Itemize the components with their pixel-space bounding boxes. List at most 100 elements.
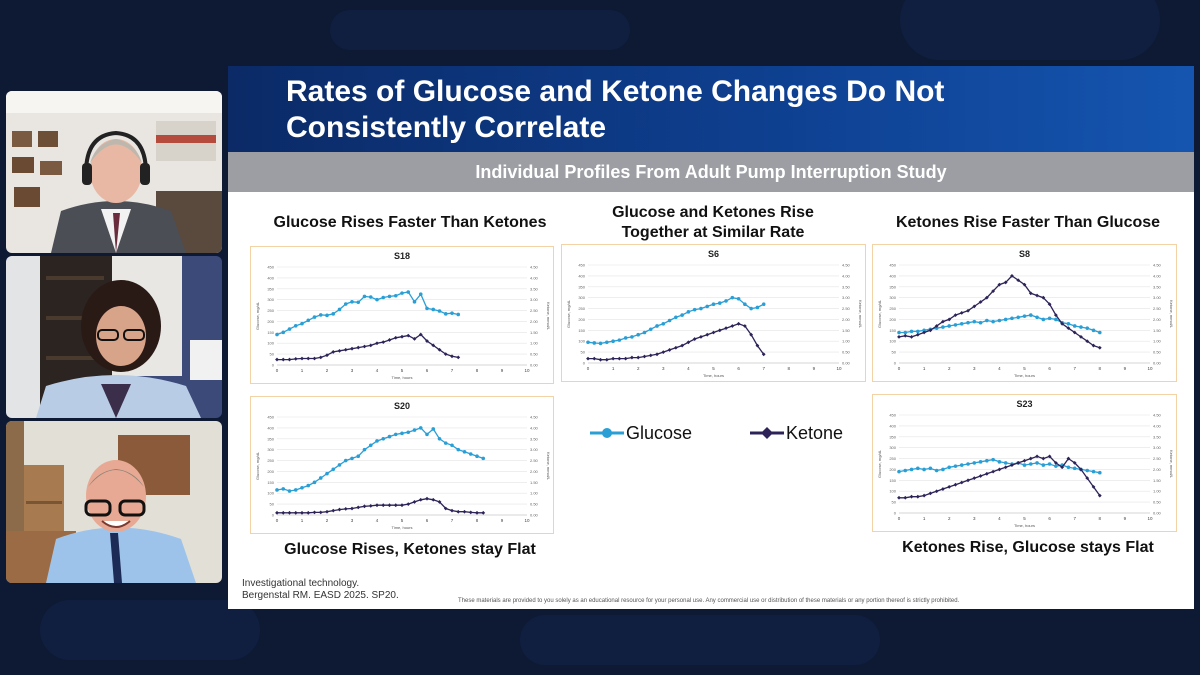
y2-axis-label: Ketone, mmol/L	[1169, 300, 1174, 329]
participant-video-1[interactable]	[6, 91, 222, 253]
ketone-point	[318, 510, 323, 515]
ketone-point	[350, 506, 354, 511]
ketone-point	[1053, 313, 1058, 317]
background-shape	[900, 0, 1160, 60]
glucose-point	[959, 322, 964, 326]
glucose-point	[761, 302, 766, 306]
glucose-point	[400, 291, 404, 295]
glucose-point	[437, 436, 442, 441]
ketone-point	[915, 494, 920, 499]
glucose-point	[1047, 316, 1052, 321]
ketone-point	[717, 328, 722, 333]
ketone-point	[673, 345, 678, 350]
x-tick-label: 7	[762, 366, 765, 371]
background-shape	[520, 615, 880, 665]
ketone-point	[362, 504, 367, 509]
y-tick-label: 100	[889, 339, 896, 344]
footer-line-1: Investigational technology.	[242, 578, 360, 589]
y2-tick-label: 4.50	[1153, 413, 1162, 418]
glucose-point	[481, 456, 486, 461]
ketone-point	[730, 324, 735, 328]
ketone-point	[1041, 456, 1046, 461]
ketone-point	[941, 319, 945, 324]
y-tick-label: 150	[578, 328, 585, 333]
participant-2-image	[6, 256, 222, 418]
x-axis-label: Time, hours	[392, 375, 413, 380]
ketone-line	[277, 333, 459, 361]
participant-video-2[interactable]	[6, 256, 222, 418]
ketone-point	[356, 345, 361, 350]
glucose-point	[953, 464, 958, 468]
ketone-point	[293, 357, 298, 361]
y2-tick-label: 0.50	[1153, 350, 1162, 355]
legend-ketone-marker	[750, 427, 784, 439]
y-tick-label: 400	[889, 423, 896, 428]
ketone-point	[997, 467, 1002, 472]
ketone-point	[300, 510, 304, 515]
ketone-point	[934, 324, 939, 328]
x-tick-label: 8	[788, 366, 791, 371]
ketone-point	[978, 300, 983, 304]
x-tick-label: 2	[948, 516, 951, 521]
ketone-point	[293, 510, 298, 515]
chart-title: S18	[394, 251, 410, 261]
ketone-point	[431, 343, 436, 348]
glucose-point	[1022, 314, 1027, 318]
y-tick-label: 450	[267, 265, 274, 270]
y-tick-label: 400	[267, 275, 274, 280]
ketone-point	[418, 497, 423, 502]
glucose-point	[705, 304, 710, 309]
legend-glucose-label: Glucose	[626, 423, 693, 443]
y-tick-label: 0	[272, 363, 275, 368]
y2-tick-label: 3.00	[1153, 295, 1162, 300]
chart-panel-s20: S20 0 50 100 150 200 250 300 350 400 450 0.00 0.50 1.…	[250, 396, 554, 534]
x-tick-label: 3	[973, 516, 976, 521]
glucose-point	[412, 428, 417, 432]
glucose-point	[450, 311, 454, 315]
glucose-point	[897, 469, 901, 474]
glucose-point	[1010, 316, 1014, 321]
ketone-point	[966, 308, 970, 313]
y2-axis-label: Ketone, mmol/L	[1169, 450, 1174, 479]
ketone-point	[350, 346, 354, 351]
participant-video-3[interactable]	[6, 421, 222, 583]
ketone-point	[400, 334, 404, 339]
label-top-left: Glucose Rises Faster Than Ketones	[273, 214, 547, 231]
x-tick-label: 7	[1073, 516, 1076, 521]
ketone-point	[468, 510, 473, 515]
glucose-point	[978, 320, 983, 325]
x-tick-label: 10	[1147, 366, 1153, 371]
label-bottom-left: Glucose Rises, Ketones stay Flat	[284, 541, 536, 558]
y-tick-label: 300	[267, 447, 274, 452]
x-tick-label: 10	[1147, 516, 1153, 521]
ketone-point	[724, 326, 728, 331]
ketone-point	[318, 355, 323, 360]
ketone-point	[381, 503, 386, 508]
y-tick-label: 150	[267, 330, 274, 335]
ketone-point	[337, 348, 342, 353]
ketone-point	[443, 352, 448, 357]
glucose-point	[617, 338, 622, 342]
y2-tick-label: 1.50	[1153, 328, 1162, 333]
ketone-point	[1028, 456, 1033, 461]
ketone-point	[922, 330, 926, 335]
y-tick-label: 0	[894, 511, 897, 516]
glucose-point	[903, 468, 908, 473]
x-tick-label: 4	[376, 518, 379, 523]
y2-tick-label: 0.50	[1153, 500, 1162, 505]
y2-tick-label: 4.50	[842, 263, 851, 268]
ketone-point	[306, 356, 311, 361]
glucose-point	[1022, 463, 1027, 467]
y-tick-label: 100	[267, 491, 274, 496]
ketone-point	[1022, 282, 1027, 287]
glucose-point	[661, 322, 666, 326]
y2-tick-label: 1.50	[842, 328, 851, 333]
glucose-point	[749, 306, 753, 311]
glucose-point	[393, 293, 398, 298]
glucose-point	[1072, 466, 1077, 471]
glucose-point	[1072, 324, 1077, 328]
glucose-point	[724, 299, 728, 303]
y-tick-label: 350	[889, 434, 896, 439]
glucose-point	[941, 325, 945, 329]
glucose-point	[418, 292, 423, 297]
